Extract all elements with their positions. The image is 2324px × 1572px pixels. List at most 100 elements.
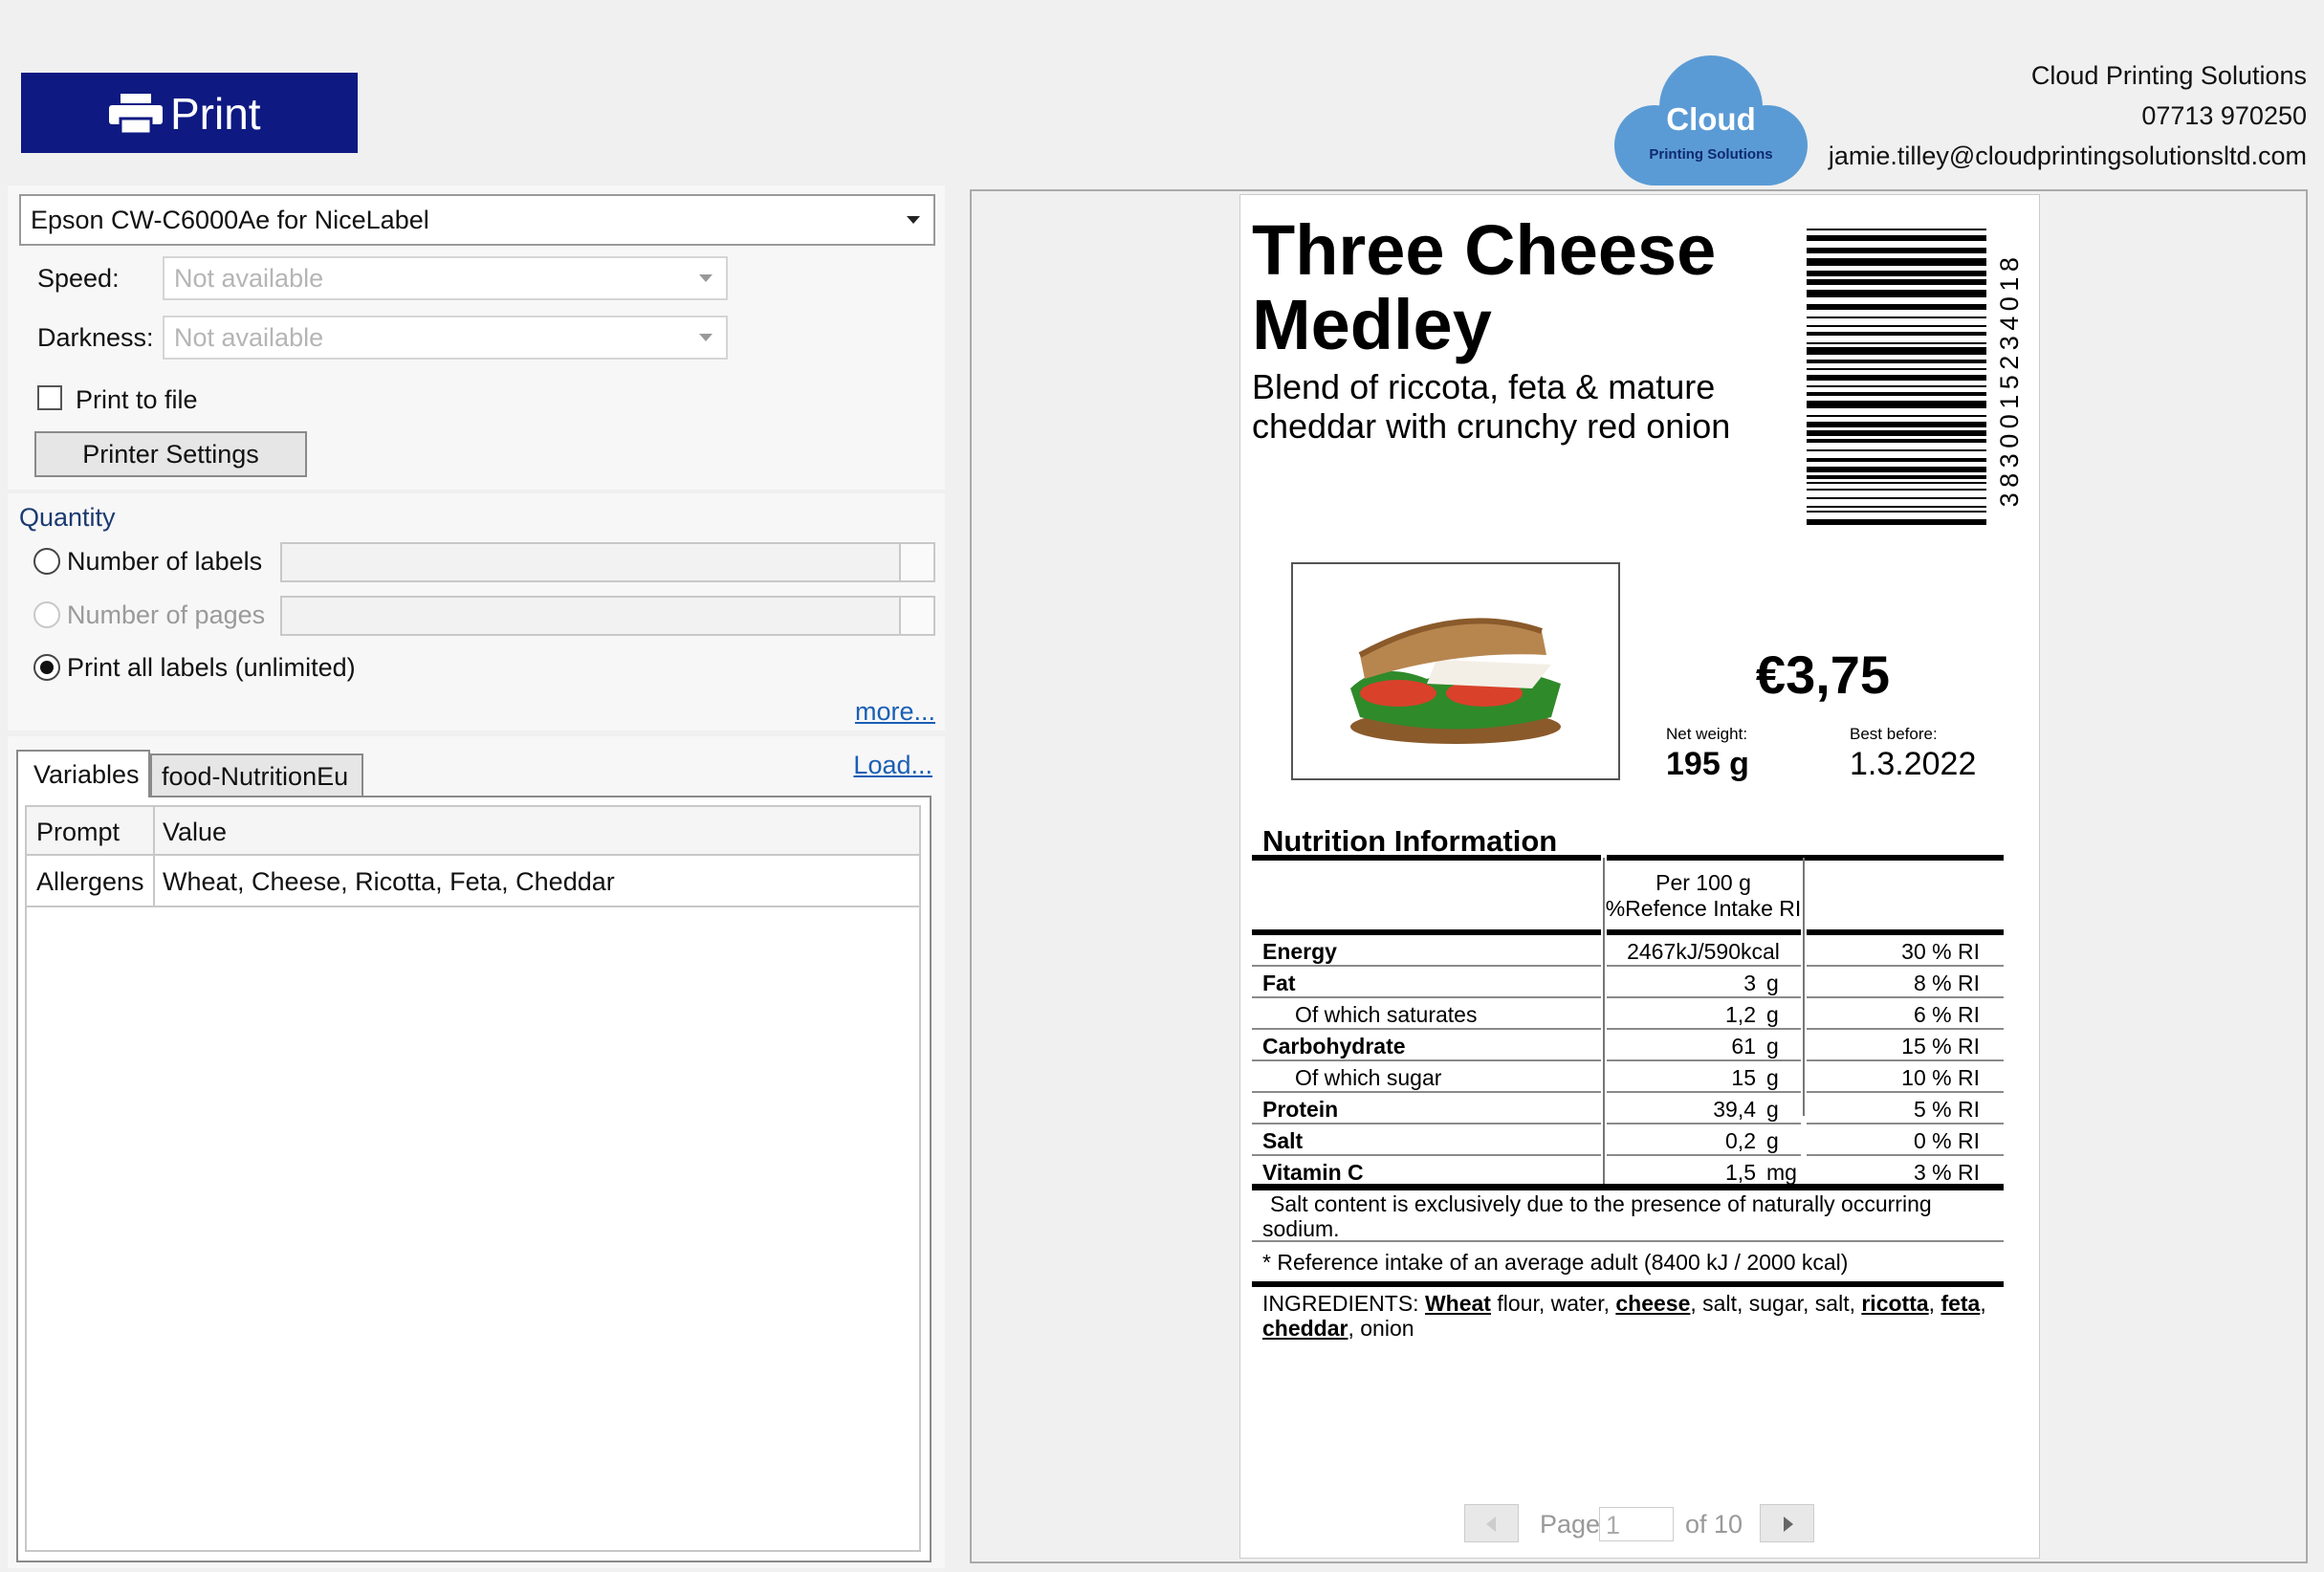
nutrient-unit: g [1766,1128,1779,1153]
nutrition-title: Nutrition Information [1262,824,1558,858]
next-page-button[interactable] [1760,1504,1814,1542]
printer-settings-button[interactable]: Printer Settings [34,431,307,477]
nutrient-name: Energy [1262,939,1337,964]
nutrient-ri: 0 % RI [1913,1128,1980,1153]
nutrient-amount: 15 [1731,1065,1756,1090]
barcode-bar [1807,342,1986,344]
row-rule [1252,1028,1601,1030]
tab[interactable]: food-NutritionEu [150,753,363,796]
nutrient-name: Of which saturates [1295,1002,1478,1027]
barcode-bar [1807,506,1986,508]
reference-note: * Reference intake of an average adult (… [1262,1250,1849,1275]
row-rule [1607,1028,1801,1030]
row-rule [1807,996,2004,998]
barcode-bar [1807,229,1986,230]
column-header: Value [163,818,228,846]
company-logo: Cloud Printing Solutions [1614,55,1808,186]
nutrient-unit: g [1766,1097,1779,1122]
quantity-input[interactable] [280,542,935,582]
barcode-bar [1807,449,1986,451]
nutrient-name: Salt [1262,1128,1304,1153]
barcode-bar [1807,392,1986,396]
row-rule [1607,996,1801,998]
barcode-bar [1807,439,1986,443]
barcode-bar [1807,325,1986,327]
tab[interactable]: Variables [16,750,150,797]
product-description: cheddar with crunchy red onion [1252,406,1731,446]
print-label: Print [170,89,261,139]
nutrition-header: Per 100 g [1655,870,1751,895]
table-row-border [27,906,919,907]
barcode-bar [1807,385,1986,387]
sandwich-illustration [1350,618,1561,744]
barcode-bar [1807,235,1986,241]
nutrient-unit: g [1766,1065,1779,1090]
variables-table: Prompt Value Allergens Wheat, Cheese, Ricot… [25,805,921,1552]
product-title: Medley [1252,285,1492,364]
barcode-bar [1807,489,1986,491]
column-rule [1603,858,1605,1187]
page-input[interactable]: 1 [1599,1507,1674,1541]
nutrient-ri: 10 % RI [1901,1065,1980,1090]
row-rule [1807,1123,2004,1124]
rule [1607,855,2004,861]
radio-button[interactable] [33,548,60,575]
nutrient-amount: 1,5 [1725,1160,1756,1185]
barcode-bar [1807,368,1986,370]
speed-select: Not available [163,256,728,300]
best-before-label: Best before: [1850,725,1938,743]
printer-select[interactable]: Epson CW-C6000Ae for NiceLabel [19,194,935,246]
nutrient-unit: g [1766,1002,1779,1027]
printer-name: Epson CW-C6000Ae for NiceLabel [31,206,429,234]
quantity-option: Print all labels (unlimited) [67,653,356,682]
nutrient-amount: 61 [1731,1034,1756,1059]
speed-label: Speed: [37,264,120,293]
nutrient-name: Carbohydrate [1262,1034,1406,1059]
print-to-file-checkbox[interactable] [37,385,62,410]
row-rule [1252,1123,1601,1124]
nutrient-name: Vitamin C [1262,1160,1364,1185]
barcode-bar [1807,332,1986,336]
barcode-bar [1807,304,1986,310]
nutrient-ri: 15 % RI [1901,1034,1980,1059]
row-rule [1807,965,2004,967]
column-rule [1803,858,1805,1116]
ingredient-text: flour, water, [1490,1291,1616,1316]
radio-button[interactable] [33,601,60,628]
ingredient-text: , onion [1348,1316,1414,1341]
page-number: 1 [1606,1511,1621,1539]
nutrient-ri: 8 % RI [1913,971,1980,995]
nutrient-unit: g [1766,1034,1779,1059]
label-preview: Three Cheese Medley Blend of riccota, fe… [1239,194,2040,1559]
barcode-bar [1807,401,1986,408]
row-rule [1807,1091,2004,1093]
barcode-bar [1807,290,1986,297]
more-link[interactable]: more... [854,697,935,726]
barcode-bar [1807,511,1986,513]
barcode-bar [1807,258,1986,266]
table-cell: Allergens [36,867,144,896]
ingredient-text: INGREDIENTS: [1262,1291,1425,1316]
load-link[interactable]: Load... [853,751,932,779]
quantity-input[interactable] [280,596,935,636]
row-rule [1607,1154,1801,1156]
darkness-value: Not available [174,323,324,352]
nutrient-ri: 5 % RI [1913,1097,1980,1122]
print-button[interactable]: Print [21,73,358,153]
ingredient-text: , [1980,1291,1993,1316]
nutrient-amount: 1,2 [1725,1002,1756,1027]
rule [1252,855,1601,861]
barcode-bar [1807,271,1986,276]
column-divider [153,807,155,907]
ingredients: INGREDIENTS: Wheat flour, water, cheese,… [1262,1291,1999,1341]
row-rule [1252,965,1601,967]
allergen: ricotta [1861,1291,1929,1316]
barcode-bar [1807,375,1986,381]
quantity-option: Number of labels [67,547,263,576]
spin-buttons [899,598,933,634]
quantity-option: Number of pages [67,600,266,629]
row-rule [1607,1091,1801,1093]
allergen: feta [1940,1291,1981,1316]
nutrient-ri: 6 % RI [1913,1002,1980,1027]
prev-page-button[interactable] [1464,1504,1519,1542]
